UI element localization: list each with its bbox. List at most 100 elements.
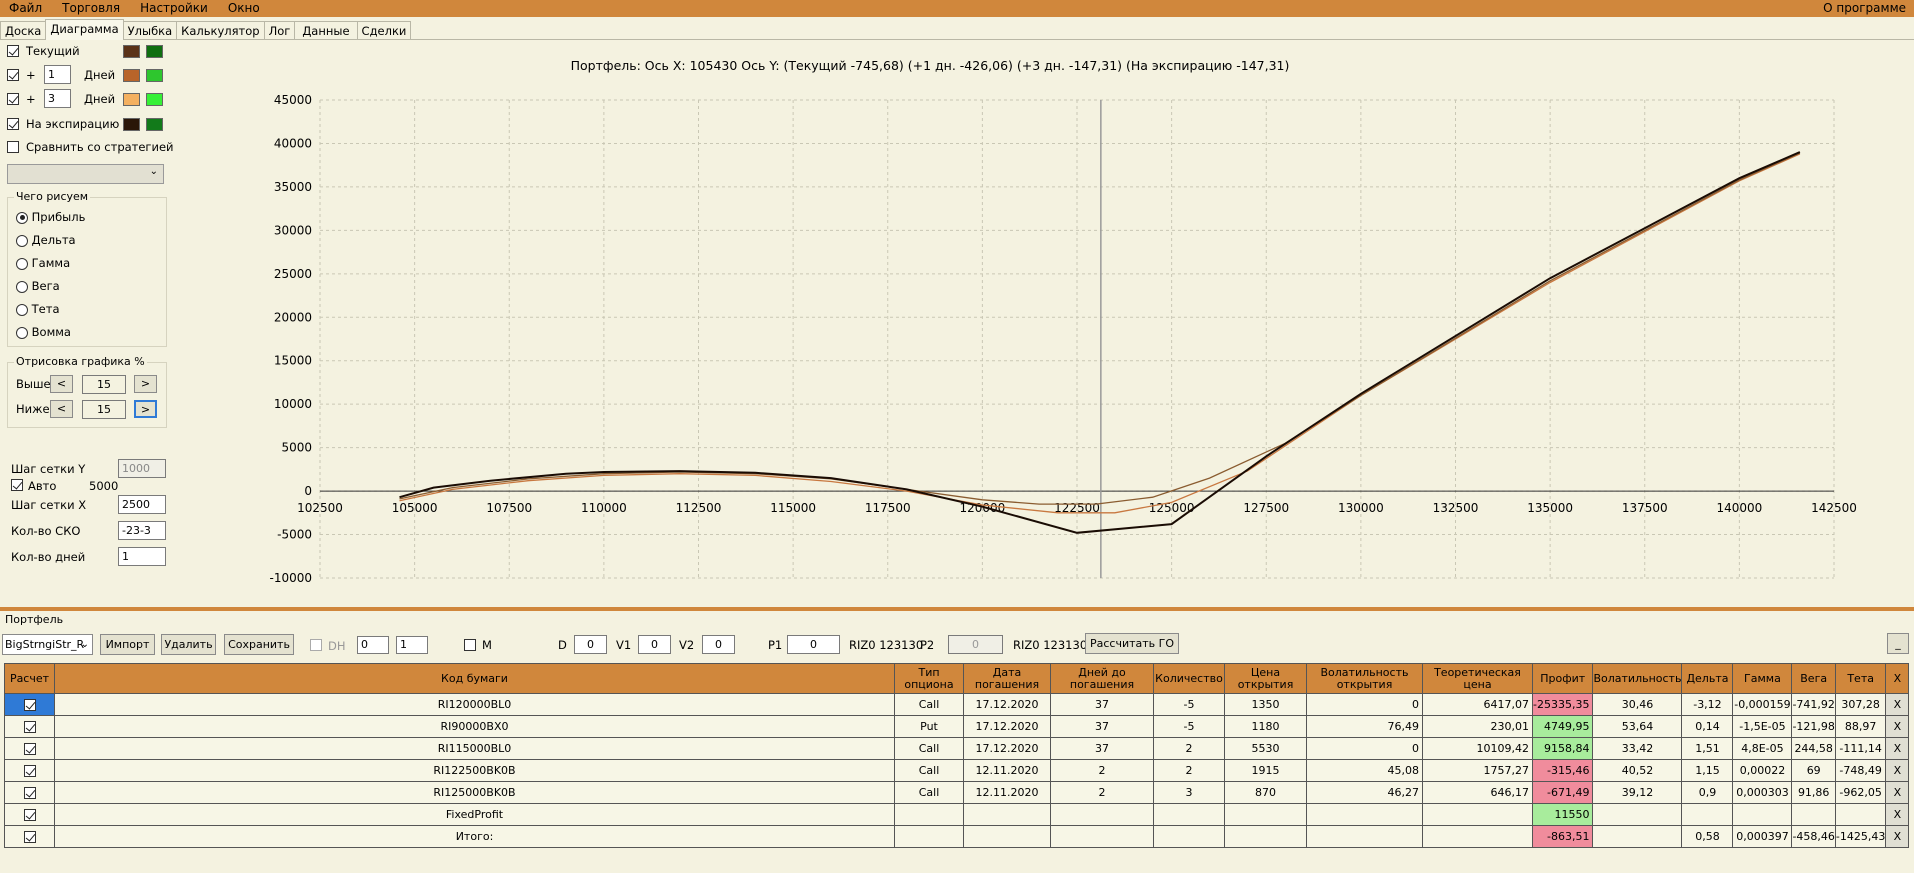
calc-checkbox[interactable] — [23, 743, 36, 755]
column-header[interactable]: Цена открытия — [1224, 663, 1307, 694]
calc-go-button[interactable]: Рассчитать ГО — [1085, 633, 1179, 654]
import-button[interactable]: Импорт — [100, 634, 155, 655]
delete-row-cell[interactable]: X — [1885, 825, 1910, 848]
table-row[interactable]: RI90000BX0 Put 17.12.2020 37 -5 1180 76,49 230,… — [4, 715, 1910, 738]
column-header[interactable]: X — [1885, 663, 1910, 694]
menu-trade[interactable]: Торговля — [62, 1, 121, 15]
column-header[interactable]: Волатильность — [1592, 663, 1683, 694]
menu-file[interactable]: Файл — [9, 1, 43, 15]
d-input[interactable]: 0 — [574, 635, 607, 654]
expiry-checkbox[interactable] — [7, 118, 19, 130]
below-value[interactable]: 15 — [82, 400, 126, 419]
strategy-select[interactable]: ⌄ — [7, 164, 164, 184]
above-decrease-button[interactable]: < — [50, 375, 73, 393]
menu-about[interactable]: О программе — [1823, 1, 1906, 15]
column-header[interactable]: Волатильность открытия — [1306, 663, 1423, 694]
splitter[interactable] — [0, 607, 1914, 611]
dh-checkbox[interactable] — [310, 639, 322, 651]
column-header[interactable]: Количество — [1153, 663, 1225, 694]
table-row[interactable]: FixedProfit 11550 X — [4, 803, 1910, 826]
p2-input[interactable]: 0 — [948, 635, 1003, 654]
below-decrease-button[interactable]: < — [50, 400, 73, 418]
table-row[interactable]: Итого: -863,51 0,58 0,000397 -458,46 -1425,43… — [4, 825, 1910, 848]
table-row[interactable]: RI122500BK0B Call 12.11.2020 2 2 1915 45,08 175… — [4, 759, 1910, 782]
tab-deals[interactable]: Сделки — [356, 21, 412, 40]
menu-window[interactable]: Окно — [227, 1, 260, 15]
delete-row-cell[interactable]: X — [1885, 715, 1910, 738]
dh-spin-1[interactable]: 0 — [357, 636, 389, 654]
expiry-color-1[interactable] — [123, 118, 140, 131]
tab-data[interactable]: Данные — [294, 21, 358, 40]
above-value[interactable]: 15 — [82, 375, 126, 394]
delete-row-cell[interactable]: X — [1885, 803, 1910, 826]
calc-checkbox[interactable] — [23, 831, 36, 843]
days3-color-2[interactable] — [146, 93, 163, 106]
m-checkbox[interactable] — [464, 639, 476, 651]
column-header[interactable]: Код бумаги — [54, 663, 895, 694]
calc-checkbox[interactable] — [23, 809, 36, 821]
days3-color-1[interactable] — [123, 93, 140, 106]
calc-checkbox-cell[interactable] — [4, 825, 55, 848]
p1-input[interactable]: 0 — [787, 635, 840, 654]
column-header[interactable]: Дата погашения — [963, 663, 1051, 694]
delete-button[interactable]: Удалить — [161, 634, 216, 655]
sko-input[interactable]: -23-3 — [118, 521, 166, 540]
auto-checkbox[interactable] — [11, 479, 23, 491]
calc-checkbox[interactable] — [23, 765, 36, 777]
draw-option-profit[interactable]: Прибыль — [16, 210, 85, 224]
delete-row-cell[interactable]: X — [1885, 737, 1910, 760]
days-count-input[interactable]: 1 — [118, 547, 166, 566]
grid-x-input[interactable]: 2500 — [118, 495, 166, 514]
delete-row-cell[interactable]: X — [1885, 693, 1910, 716]
calc-checkbox-cell[interactable] — [4, 693, 55, 716]
current-color-2[interactable] — [146, 45, 163, 58]
column-header[interactable]: Гамма — [1732, 663, 1793, 694]
save-button[interactable]: Сохранить — [224, 634, 294, 655]
v2-input[interactable]: 0 — [702, 635, 735, 654]
draw-option-delta[interactable]: Дельта — [16, 233, 76, 247]
menu-settings[interactable]: Настройки — [140, 1, 208, 15]
days3-input[interactable]: 3 — [44, 89, 71, 108]
calc-checkbox[interactable] — [23, 721, 36, 733]
days1-color-1[interactable] — [123, 69, 140, 82]
table-row[interactable]: RI125000BK0B Call 12.11.2020 2 3 870 46,27 646,… — [4, 781, 1910, 804]
grid-y-input[interactable]: 1000 — [118, 459, 166, 478]
calc-checkbox-cell[interactable] — [4, 715, 55, 738]
delete-row-cell[interactable]: X — [1885, 781, 1910, 804]
days1-input[interactable]: 1 — [44, 65, 71, 84]
draw-option-vomma[interactable]: Вомма — [16, 325, 71, 339]
compare-checkbox[interactable] — [7, 141, 19, 153]
tab-smile[interactable]: Улыбка — [122, 21, 178, 40]
days3-checkbox[interactable] — [7, 93, 19, 105]
column-header[interactable]: Теоретическая цена — [1422, 663, 1533, 694]
column-header[interactable]: Расчет — [4, 663, 55, 694]
table-row[interactable]: RI120000BL0 Call 17.12.2020 37 -5 1350 0 6417,0… — [4, 693, 1910, 716]
column-header[interactable]: Профит — [1531, 663, 1594, 694]
calc-checkbox-cell[interactable] — [4, 803, 55, 826]
draw-option-theta[interactable]: Тета — [16, 302, 60, 316]
draw-option-gamma[interactable]: Гамма — [16, 256, 70, 270]
current-color-1[interactable] — [123, 45, 140, 58]
below-increase-button[interactable]: > — [134, 400, 157, 418]
delete-row-cell[interactable]: X — [1885, 759, 1910, 782]
expiry-color-2[interactable] — [146, 118, 163, 131]
calc-checkbox[interactable] — [23, 699, 36, 711]
calc-checkbox-cell[interactable] — [4, 759, 55, 782]
tab-board[interactable]: Доска — [0, 21, 47, 40]
column-header[interactable]: Тип опциона — [894, 663, 964, 694]
days1-color-2[interactable] — [146, 69, 163, 82]
above-increase-button[interactable]: > — [134, 375, 157, 393]
v1-input[interactable]: 0 — [638, 635, 671, 654]
tab-diagram[interactable]: Диаграмма — [45, 19, 124, 40]
strategy-dropdown[interactable]: BigStrngiStr_R ⌄ — [2, 634, 93, 655]
calc-checkbox-cell[interactable] — [4, 737, 55, 760]
current-checkbox[interactable] — [7, 45, 19, 57]
column-header[interactable]: Дельта — [1681, 663, 1734, 694]
tab-calculator[interactable]: Калькулятор — [176, 21, 265, 40]
column-header[interactable]: Вега — [1791, 663, 1836, 694]
calc-checkbox-cell[interactable] — [4, 781, 55, 804]
column-header[interactable]: Дней до погашения — [1050, 663, 1154, 694]
column-header[interactable]: Тета — [1834, 663, 1887, 694]
days1-checkbox[interactable] — [7, 69, 19, 81]
calc-checkbox[interactable] — [23, 787, 36, 799]
